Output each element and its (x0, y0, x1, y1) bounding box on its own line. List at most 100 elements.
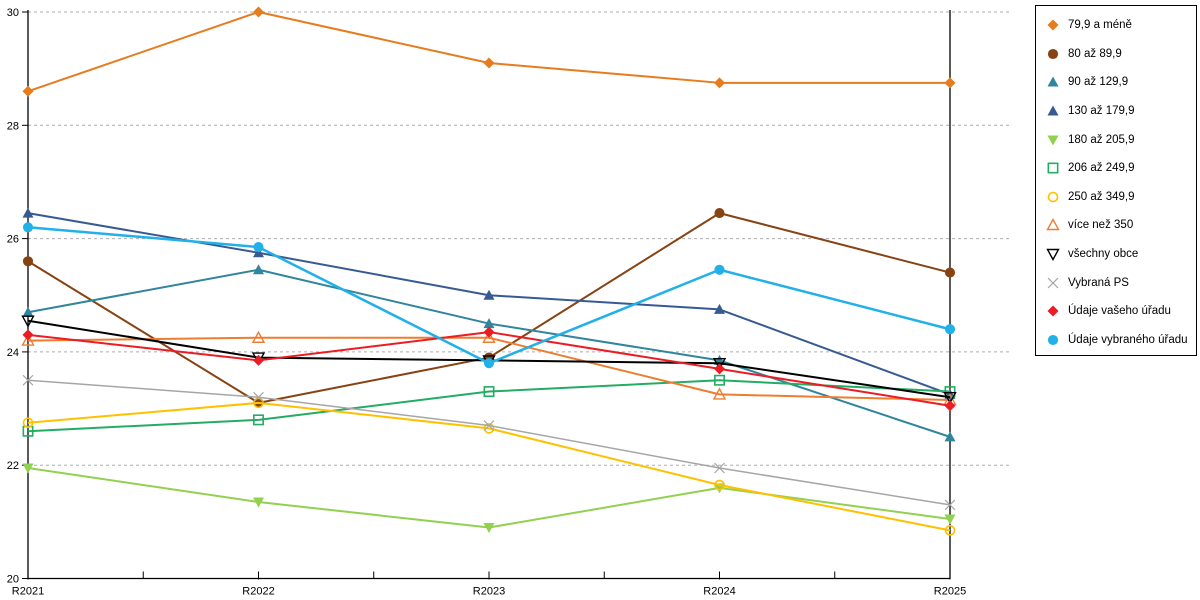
series-line (27, 401, 951, 532)
square-open-marker-icon (1047, 162, 1059, 174)
circle-open-marker-icon (944, 525, 956, 536)
square-open-marker-icon (714, 374, 725, 386)
y-axis-tick-label: 24 (7, 347, 19, 359)
legend-item-label: 206 až 249,9 (1068, 162, 1135, 175)
diamond-marker-icon (944, 77, 956, 89)
x-cross-marker-icon (22, 374, 34, 386)
circle-open-marker-icon (714, 479, 725, 491)
series-line (27, 379, 951, 433)
triangle-down-marker-icon (253, 497, 264, 508)
circle-marker-icon (944, 267, 956, 278)
circle-marker-icon (714, 264, 725, 275)
triangle-up-marker-icon (714, 303, 725, 314)
legend-marker-icon (1047, 277, 1059, 289)
series-line (27, 212, 951, 404)
square-open-marker-icon (483, 386, 495, 398)
diamond-marker-icon (944, 400, 956, 412)
circle-marker-icon (22, 222, 34, 233)
legend-marker-icon (1046, 248, 1060, 262)
series-line (27, 379, 951, 506)
diamond-marker-icon (483, 326, 495, 338)
legend-item-label: 90 až 129,9 (1068, 76, 1129, 89)
series-triangle-up (22, 207, 956, 399)
legend-item: 80 až 89,9 (1045, 40, 1196, 69)
legend-item: 250 až 349,9 (1045, 183, 1196, 212)
triangle-up-open-marker-icon (1046, 218, 1060, 231)
circle-marker-icon (944, 324, 956, 335)
triangle-up-marker-icon (1047, 105, 1059, 116)
triangle-down-marker-icon (1047, 135, 1059, 146)
circle-open-marker-icon (1047, 191, 1059, 203)
series-line (27, 336, 951, 402)
triangle-up-marker-icon (483, 289, 495, 300)
series-diamond (22, 326, 956, 412)
legend-marker-icon (1046, 218, 1060, 231)
diamond-marker-icon (22, 329, 34, 341)
chart-legend: 79,9 a méně 80 až 89,9 90 až 129,9 130 až 1… (1035, 5, 1197, 356)
legend-marker-icon (1047, 305, 1059, 317)
triangle-up-open-marker-icon (712, 387, 727, 400)
legend-item: více než 350 (1045, 211, 1196, 240)
x-cross-marker-icon (1047, 277, 1059, 289)
circle-open-marker-icon (22, 417, 34, 429)
legend-item: 180 až 205,9 (1045, 125, 1196, 154)
legend-marker-icon (1047, 135, 1059, 146)
diamond-marker-icon (714, 77, 725, 89)
legend-item-label: Údaje vašeho úřadu (1068, 305, 1171, 318)
series-triangle-up-open (21, 330, 957, 406)
diamond-marker-icon (253, 6, 264, 18)
y-axis-tick-label: 26 (7, 234, 19, 246)
y-axis-tick-label: 28 (7, 120, 19, 132)
circle-marker-icon (1047, 48, 1059, 59)
triangle-up-open-marker-icon (251, 330, 266, 343)
triangle-down-open-marker-icon (1046, 248, 1060, 262)
triangle-up-marker-icon (944, 431, 956, 442)
legend-marker-icon (1047, 162, 1059, 174)
x-axis-tick-label: R2025 (934, 586, 966, 598)
legend-item: 206 až 249,9 (1045, 154, 1196, 183)
series-circle (22, 222, 956, 369)
triangle-up-open-marker-icon (482, 330, 496, 343)
legend-marker-icon (1047, 105, 1059, 116)
legend-marker-icon (1047, 76, 1059, 87)
triangle-down-open-marker-icon (712, 358, 727, 371)
triangle-down-marker-icon (944, 514, 956, 525)
legend-item-label: 80 až 89,9 (1068, 47, 1122, 60)
legend-item-label: 250 až 349,9 (1068, 190, 1135, 203)
circle-open-marker-icon (253, 397, 264, 409)
circle-marker-icon (253, 242, 264, 253)
legend-item: Vybraná PS (1045, 268, 1196, 297)
series-triangle-up (22, 264, 956, 442)
circle-marker-icon (714, 208, 725, 219)
y-axis-tick-label: 22 (7, 460, 19, 472)
circle-marker-icon (1047, 334, 1059, 345)
series-line (27, 11, 950, 93)
series-triangle-down (22, 463, 956, 534)
legend-item-label: 130 až 179,9 (1068, 105, 1135, 118)
diamond-marker-icon (1047, 305, 1059, 317)
circle-marker-icon (483, 358, 495, 369)
x-cross-marker-icon (483, 420, 495, 431)
circle-open-marker-icon (483, 423, 495, 434)
triangle-down-marker-icon (483, 523, 495, 534)
triangle-down-open-marker-icon (943, 392, 957, 405)
legend-marker-icon (1047, 48, 1059, 59)
triangle-up-marker-icon (22, 306, 34, 317)
legend-item-label: 79,9 a méně (1068, 19, 1132, 32)
legend-marker-icon (1047, 19, 1059, 31)
triangle-up-marker-icon (22, 207, 34, 218)
diamond-marker-icon (22, 85, 34, 97)
x-axis-tick-label: R2024 (703, 586, 735, 598)
legend-item-label: 180 až 205,9 (1068, 133, 1135, 146)
x-axis-tick-label: R2022 (242, 586, 274, 598)
legend-item-label: všechny obce (1068, 248, 1139, 261)
series-circle-open (22, 397, 956, 536)
legend-item: 90 až 129,9 (1045, 68, 1196, 97)
triangle-up-marker-icon (1047, 76, 1059, 87)
legend-item-label: Vybraná PS (1068, 276, 1129, 289)
series-diamond (22, 6, 956, 97)
y-axis-tick-label: 30 (7, 7, 19, 19)
x-cross-marker-icon (714, 462, 725, 474)
